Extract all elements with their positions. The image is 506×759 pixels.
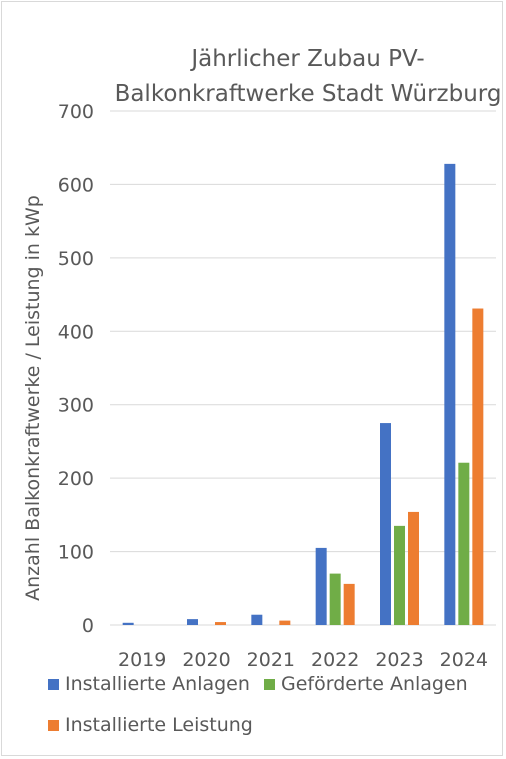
legend-swatch — [48, 720, 59, 731]
bar-installierte-anlagen-2021 — [251, 614, 263, 625]
y-axis-ticks: 0 100 200 300 400 500 600 700 — [58, 101, 94, 637]
y-tick-label: 700 — [58, 101, 94, 123]
bar-installierte-anlagen-2023 — [380, 423, 391, 625]
bar-installierte-anlagen-2020 — [187, 619, 198, 625]
bar-gef-rderte-anlagen-2023 — [394, 525, 405, 625]
bar-installierte-anlagen-2024 — [444, 163, 456, 625]
x-tick-label: 2019 — [118, 649, 166, 671]
gridlines — [110, 110, 496, 626]
bar-installierte-leistung-2023 — [408, 511, 419, 625]
y-tick-label: 600 — [58, 174, 94, 196]
bar-installierte-leistung-2022 — [343, 583, 355, 625]
x-tick-label: 2024 — [440, 649, 488, 671]
legend-label: Geförderte Anlagen — [281, 673, 468, 695]
y-tick-label: 300 — [58, 395, 94, 417]
y-tick-label: 400 — [58, 321, 94, 343]
bars — [122, 163, 484, 625]
bar-installierte-anlagen-2022 — [315, 547, 327, 625]
legend-label: Installierte Leistung — [65, 714, 253, 736]
y-tick-label: 0 — [82, 615, 94, 637]
chart-title-line: Balkonkraftwerke Stadt Würzburg — [115, 81, 502, 107]
chart-title-line: Jährlicher Zubau PV- — [189, 46, 424, 72]
x-tick-label: 2022 — [311, 649, 359, 671]
y-tick-label: 500 — [58, 248, 94, 270]
x-tick-label: 2021 — [247, 649, 295, 671]
x-tick-label: 2020 — [182, 649, 230, 671]
bar-installierte-leistung-2024 — [472, 308, 484, 625]
y-axis-label: Anzahl Balkonkraftwerke / Leistung in kW… — [22, 195, 44, 601]
bar-gef-rderte-anlagen-2022 — [329, 573, 341, 625]
bar-gef-rderte-anlagen-2024 — [458, 462, 470, 625]
y-tick-label: 100 — [58, 542, 94, 564]
y-tick-label: 200 — [58, 468, 94, 490]
x-axis-ticks: 2019 2020 2021 2022 2023 2024 — [118, 649, 488, 671]
bar-installierte-leistung-2021 — [279, 620, 291, 625]
legend-swatch — [48, 679, 59, 690]
legend-label: Installierte Anlagen — [65, 673, 250, 695]
x-tick-label: 2023 — [375, 649, 423, 671]
legend: Installierte Anlagen Geförderte Anlagen In… — [48, 673, 468, 736]
bar-installierte-anlagen-2019 — [122, 622, 134, 625]
chart-title: Jährlicher Zubau PV- Balkonkraftwerke Sta… — [115, 46, 502, 107]
bar-installierte-leistung-2020 — [215, 622, 226, 625]
y-axis-label-group: Anzahl Balkonkraftwerke / Leistung in kW… — [22, 195, 44, 601]
legend-swatch — [264, 679, 275, 690]
